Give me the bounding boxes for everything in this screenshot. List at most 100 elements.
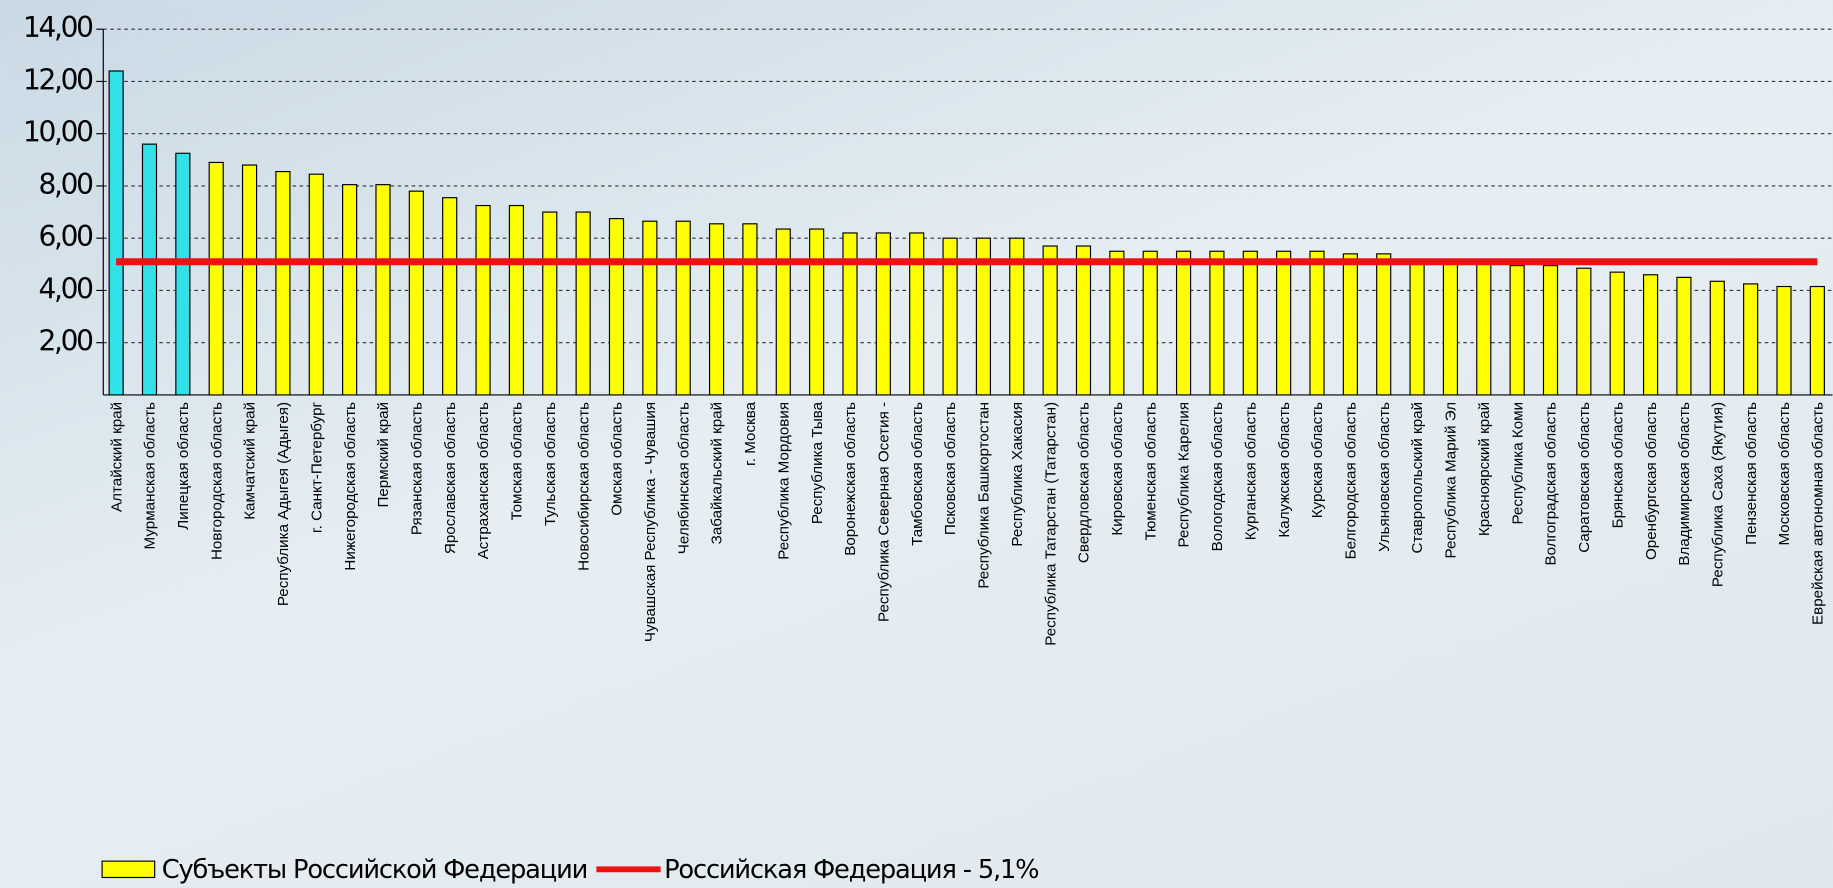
bar <box>1442 258 1459 396</box>
bar <box>1743 283 1759 396</box>
bar <box>208 161 224 396</box>
bar <box>141 143 158 396</box>
x-tick-label: г. Санкт-Петербург <box>308 401 325 533</box>
x-tick-label: Волгоградская область <box>1543 402 1560 566</box>
x-tick-label: Ставропольский край <box>1409 402 1426 554</box>
bar <box>475 204 491 396</box>
x-tick-label: Белгородская область <box>1343 402 1360 559</box>
x-tick-label: Республика Башкортостан <box>976 402 993 589</box>
x-tick-label: Новосибирская область <box>575 402 592 571</box>
legend-label: Субъекты Российской Федерации <box>162 855 587 885</box>
x-tick-label: Республика Татарстан (Татарстан) <box>1042 402 1059 646</box>
x-tick-label: Саратовская область <box>1576 402 1593 553</box>
x-tick-label: Владимирская область <box>1676 402 1693 566</box>
x-tick-label: Забайкальский край <box>709 402 726 544</box>
bar <box>408 190 424 396</box>
x-tick-label: Тульская область <box>542 402 559 526</box>
bar <box>1709 280 1725 396</box>
bar <box>508 204 525 396</box>
x-tick-label: Курганская область <box>1242 402 1259 540</box>
x-tick-label: Челябинская область <box>675 402 692 554</box>
x-tick-label: Нижегородская область <box>342 402 359 571</box>
bar <box>1776 285 1792 396</box>
x-tick-label: Республика Саха (Якутия) <box>1709 402 1726 587</box>
x-tick-label: Рязанская область <box>409 402 426 535</box>
bar <box>308 173 324 396</box>
bar <box>1542 265 1559 396</box>
x-tick-label: Липецкая область <box>175 402 192 530</box>
bar <box>1209 250 1225 396</box>
legend-swatch <box>101 860 156 879</box>
x-tick-label: Астраханская область <box>475 402 492 559</box>
x-tick-label: Томская область <box>509 402 526 521</box>
x-tick-label: Чувашская Республика - Чувашия <box>642 402 659 642</box>
bar <box>1376 253 1392 396</box>
bar <box>675 220 691 396</box>
bar <box>708 223 725 396</box>
x-tick-label: Вологодская область <box>1209 402 1226 552</box>
y-tick-label: 12,00 <box>23 63 92 96</box>
x-tick-label: Псковская область <box>942 402 959 535</box>
x-tick-label: Республика Марий Эл <box>1443 402 1460 559</box>
bar <box>1309 250 1325 396</box>
bar <box>442 197 458 396</box>
x-tick-label: Республика Мордовия <box>775 402 792 560</box>
x-tick-label: Мурманская область <box>142 402 159 550</box>
y-tick-label: 4,00 <box>39 272 93 305</box>
bar <box>1175 250 1192 396</box>
bar <box>775 228 791 396</box>
x-tick-label: Камчатский край <box>242 402 259 520</box>
bar <box>575 211 591 396</box>
bar <box>108 70 124 396</box>
bar <box>275 170 291 396</box>
bar <box>1576 267 1592 396</box>
x-tick-label: Калужская область <box>1276 402 1293 538</box>
bar <box>1242 250 1258 396</box>
x-tick-label: Омская область <box>609 402 626 516</box>
bar <box>342 184 358 396</box>
bar <box>175 152 191 396</box>
bar <box>1009 237 1025 396</box>
x-tick-label: Новгородская область <box>208 402 225 560</box>
x-tick-label: Республика Адыгея (Адыгея) <box>275 402 292 606</box>
bar <box>1476 259 1492 396</box>
bar <box>608 218 625 396</box>
x-tick-label: Кировская область <box>1109 402 1126 536</box>
bar <box>642 220 658 396</box>
bar <box>842 232 858 396</box>
bar <box>1509 265 1525 396</box>
x-tick-label: Курская область <box>1309 402 1326 518</box>
x-tick-label: Тамбовская область <box>909 402 926 546</box>
y-tick-label: 10,00 <box>23 116 92 149</box>
bar <box>742 223 758 396</box>
x-tick-label: Еврейская автономная область <box>1810 402 1827 625</box>
bar <box>975 237 992 396</box>
y-tick-label: 14,00 <box>23 11 92 44</box>
x-tick-label: Оренбургская область <box>1643 402 1660 560</box>
bar <box>809 228 825 396</box>
x-tick-label: Республика Карелия <box>1176 402 1193 548</box>
bar <box>1676 276 1692 396</box>
x-tick-label: Красноярский край <box>1476 402 1493 536</box>
x-tick-label: Республика Тыва <box>809 401 826 524</box>
bar <box>1409 258 1425 396</box>
x-tick-label: Пермский край <box>375 402 392 508</box>
bar <box>1142 250 1158 396</box>
bar <box>1075 245 1092 396</box>
x-tick-label: Республика Хакасия <box>1009 402 1026 547</box>
x-tick-label: Ульяновская область <box>1376 402 1393 552</box>
bar <box>1276 250 1292 396</box>
x-tick-label: Ярославская область <box>442 402 459 554</box>
y-tick-label: 6,00 <box>39 220 93 253</box>
legend-label: Российская Федерация - 5,1% <box>664 855 1038 885</box>
bar <box>375 184 391 396</box>
x-tick-label: Брянская область <box>1609 402 1626 529</box>
x-tick-label: Республика Коми <box>1509 402 1526 525</box>
bar <box>942 237 958 396</box>
bar <box>1342 253 1358 396</box>
bar <box>542 211 558 396</box>
bar <box>1809 285 1825 396</box>
bar <box>1642 274 1659 396</box>
y-tick-label: 8,00 <box>39 168 93 201</box>
